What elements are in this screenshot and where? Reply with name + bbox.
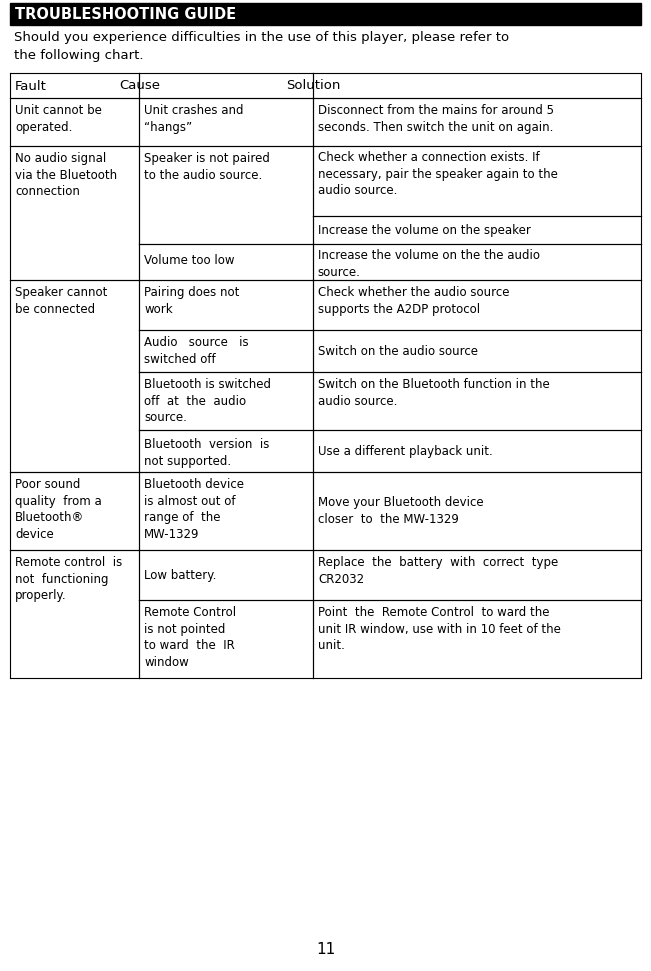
- Bar: [313, 372, 641, 430]
- Text: Remote Control
is not pointed
to ward  the  IR
window: Remote Control is not pointed to ward th…: [145, 606, 236, 668]
- Text: Replace  the  battery  with  correct  type
CR2032: Replace the battery with correct type CR…: [318, 556, 558, 586]
- Bar: [313, 430, 641, 472]
- Bar: [10, 98, 139, 146]
- Bar: [10, 146, 139, 280]
- Bar: [313, 550, 641, 600]
- Text: Point  the  Remote Control  to ward the
unit IR window, use with in 10 feet of t: Point the Remote Control to ward the uni…: [318, 606, 561, 652]
- Text: Fault: Fault: [15, 80, 47, 93]
- Text: Bluetooth is switched
off  at  the  audio
source.: Bluetooth is switched off at the audio s…: [145, 378, 271, 424]
- Bar: [139, 330, 313, 372]
- Text: Audio   source   is
switched off: Audio source is switched off: [145, 336, 249, 365]
- Bar: [313, 600, 641, 678]
- Text: Pairing does not
work: Pairing does not work: [145, 286, 240, 316]
- Bar: [139, 244, 313, 280]
- Text: Move your Bluetooth device
closer  to  the MW-1329: Move your Bluetooth device closer to the…: [318, 496, 484, 525]
- Bar: [313, 216, 641, 244]
- Bar: [10, 472, 139, 550]
- Text: Switch on the Bluetooth function in the
audio source.: Switch on the Bluetooth function in the …: [318, 378, 549, 408]
- Text: Check whether the audio source
supports the A2DP protocol: Check whether the audio source supports …: [318, 286, 509, 316]
- Text: Solution: Solution: [286, 79, 340, 92]
- Text: Cause: Cause: [119, 79, 160, 92]
- Bar: [139, 372, 313, 430]
- Bar: [313, 146, 641, 216]
- Text: Check whether a connection exists. If
necessary, pair the speaker again to the
a: Check whether a connection exists. If ne…: [318, 151, 558, 197]
- Text: 11: 11: [316, 942, 335, 956]
- Bar: [313, 244, 641, 280]
- Bar: [10, 280, 139, 472]
- Bar: [139, 600, 313, 678]
- Bar: [313, 73, 641, 98]
- Text: Disconnect from the mains for around 5
seconds. Then switch the unit on again.: Disconnect from the mains for around 5 s…: [318, 104, 554, 133]
- Text: No audio signal
via the Bluetooth
connection: No audio signal via the Bluetooth connec…: [15, 152, 117, 198]
- Text: Speaker cannot
be connected: Speaker cannot be connected: [15, 286, 107, 316]
- Bar: [10, 3, 641, 25]
- Bar: [139, 472, 313, 550]
- Text: Increase the volume on the speaker: Increase the volume on the speaker: [318, 224, 531, 237]
- Text: Speaker is not paired
to the audio source.: Speaker is not paired to the audio sourc…: [145, 152, 270, 182]
- Text: Bluetooth  version  is
not supported.: Bluetooth version is not supported.: [145, 438, 270, 467]
- Bar: [139, 550, 313, 600]
- Bar: [139, 98, 313, 146]
- Bar: [139, 430, 313, 472]
- Text: Unit crashes and
“hangs”: Unit crashes and “hangs”: [145, 104, 244, 133]
- Bar: [10, 73, 139, 98]
- Bar: [139, 280, 313, 330]
- Text: Unit cannot be
operated.: Unit cannot be operated.: [15, 104, 102, 133]
- Text: Remote control  is
not  functioning
properly.: Remote control is not functioning proper…: [15, 556, 122, 602]
- Text: Low battery.: Low battery.: [145, 568, 217, 582]
- Text: Volume too low: Volume too low: [145, 254, 235, 267]
- Text: Bluetooth device
is almost out of
range of  the
MW-1329: Bluetooth device is almost out of range …: [145, 478, 244, 541]
- Bar: [139, 146, 313, 244]
- Bar: [313, 330, 641, 372]
- Text: Increase the volume on the the audio
source.: Increase the volume on the the audio sou…: [318, 249, 540, 279]
- Bar: [139, 73, 313, 98]
- Text: TROUBLESHOOTING GUIDE: TROUBLESHOOTING GUIDE: [15, 7, 236, 21]
- Bar: [313, 472, 641, 550]
- Text: Should you experience difficulties in the use of this player, please refer to
th: Should you experience difficulties in th…: [14, 31, 509, 62]
- Bar: [10, 550, 139, 678]
- Bar: [313, 98, 641, 146]
- Text: Switch on the audio source: Switch on the audio source: [318, 345, 478, 357]
- Bar: [313, 280, 641, 330]
- Text: Use a different playback unit.: Use a different playback unit.: [318, 445, 493, 457]
- Text: Poor sound
quality  from a
Bluetooth®
device: Poor sound quality from a Bluetooth® dev…: [15, 478, 102, 541]
